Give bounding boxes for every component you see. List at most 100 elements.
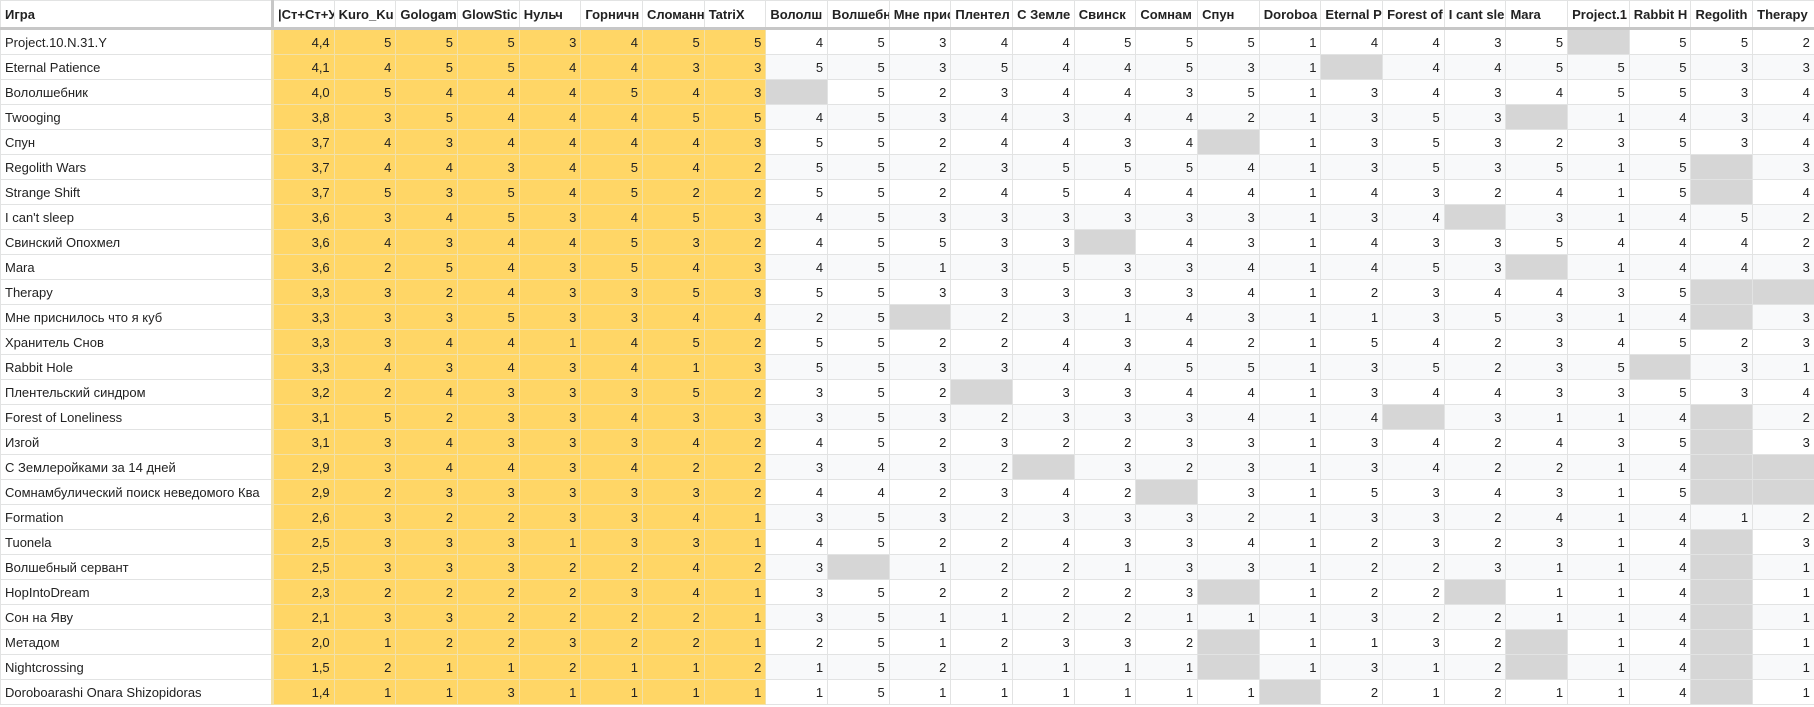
score-cell: 1 xyxy=(1258,54,1322,80)
score-cell: 5 xyxy=(827,304,890,330)
score-cell: 4 xyxy=(518,54,582,80)
score-cell: 3 xyxy=(1012,404,1075,430)
score-cell: 2 xyxy=(1197,504,1260,530)
score-cell: 2 xyxy=(1073,479,1137,505)
score-cell: 1 xyxy=(642,354,705,380)
score-cell: 4 xyxy=(1752,379,1814,405)
score-cell: 2 xyxy=(703,479,767,505)
game-name: HopIntoDream xyxy=(0,579,273,605)
game-name: Изгой xyxy=(0,429,273,455)
score-cell: 1 xyxy=(1752,554,1814,580)
score-cell: 3 xyxy=(395,554,459,580)
score-cell: 1 xyxy=(1258,454,1322,480)
score-cell: 1 xyxy=(518,329,582,355)
score-cell: 5 xyxy=(457,204,520,230)
empty-cell xyxy=(1690,554,1754,580)
score-cell: 3 xyxy=(1382,504,1445,530)
empty-cell xyxy=(1690,629,1754,655)
score-cell: 3 xyxy=(1320,154,1384,180)
score-cell: 3 xyxy=(703,279,767,305)
game-name: Вололшебник xyxy=(0,79,273,105)
score-cell: 1 xyxy=(1073,304,1137,330)
score-cell: 3 xyxy=(1382,279,1445,305)
score-cell: 5 xyxy=(827,629,890,655)
column-header: Плентел xyxy=(950,0,1014,30)
score-cell: 3 xyxy=(888,354,952,380)
score-cell: 4 xyxy=(765,479,829,505)
score-cell: 3 xyxy=(1505,204,1569,230)
score-cell: 4 xyxy=(1197,379,1260,405)
score-cell: 2 xyxy=(950,579,1014,605)
score-cell: 3 xyxy=(1443,129,1507,155)
score-cell: 3 xyxy=(333,329,397,355)
table-row: Project.10.N.31.Y 4,4 5 5 5 3 4 5 5 4 5 3 4 4 5 5 5 1 4 4 3 5… xyxy=(0,28,1814,55)
score-cell: 3 xyxy=(1197,479,1260,505)
score-cell: 4 xyxy=(827,479,890,505)
score-cell: 4 xyxy=(1197,529,1260,555)
table-row: I can't sleep 3,6 3 4 5 3 4 5 3 4 5 3 3 3 3 3 3 1 3 4 3 1 4 5 2 xyxy=(0,204,1814,230)
score-cell: 3 xyxy=(1073,454,1137,480)
score-cell: 3 xyxy=(580,579,644,605)
score-cell: 2 xyxy=(703,554,767,580)
score-cell: 2 xyxy=(1197,329,1260,355)
score-cell: 5 xyxy=(1443,304,1507,330)
score-cell: 4 xyxy=(1628,404,1692,430)
score-cell: 4 xyxy=(1690,254,1754,280)
empty-cell xyxy=(1690,579,1754,605)
score-cell: 5 xyxy=(457,179,520,205)
score-cell: 3 xyxy=(1505,479,1569,505)
table-row: Regolith Wars 3,7 4 4 3 4 5 4 2 5 5 2 3 5 5 5 4 1 3 5 3 5 1 5 3 xyxy=(0,154,1814,180)
empty-cell xyxy=(1258,679,1322,705)
score-cell: 4,4 xyxy=(271,28,335,55)
score-cell: 2,5 xyxy=(271,554,335,580)
score-cell: 3 xyxy=(1505,354,1569,380)
score-cell: 1 xyxy=(1258,304,1322,330)
score-cell: 3 xyxy=(333,554,397,580)
score-cell: 3 xyxy=(1505,304,1569,330)
score-cell: 5 xyxy=(765,179,829,205)
table-row: Doroboarashi Onara Shizopidoras 1,4 1 1 3 1 1 1… xyxy=(0,679,1814,705)
score-cell: 3 xyxy=(950,354,1014,380)
score-cell: 3 xyxy=(888,54,952,80)
score-cell: 3 xyxy=(518,479,582,505)
score-cell: 3 xyxy=(888,454,952,480)
score-cell: 3 xyxy=(1690,54,1754,80)
score-cell: 4 xyxy=(1752,104,1814,130)
score-cell: 3 xyxy=(333,279,397,305)
empty-cell xyxy=(1752,454,1814,480)
score-cell: 1 xyxy=(1567,504,1630,530)
score-cell: 3 xyxy=(580,529,644,555)
score-cell: 3 xyxy=(703,129,767,155)
empty-cell xyxy=(888,304,952,330)
score-cell: 2 xyxy=(1690,329,1754,355)
score-cell: 2 xyxy=(950,454,1014,480)
score-cell: 3 xyxy=(333,204,397,230)
score-cell: 2 xyxy=(1320,279,1384,305)
header-row: Игра |Ст+Ст+У Kuro_Ku Gologam GlowStic Нульч Г… xyxy=(0,0,1814,30)
score-cell: 3 xyxy=(642,229,705,255)
empty-cell xyxy=(1690,604,1754,630)
score-cell: 3 xyxy=(1567,379,1630,405)
score-cell: 3,3 xyxy=(271,354,335,380)
score-cell: 1 xyxy=(1258,354,1322,380)
score-cell: 3 xyxy=(395,529,459,555)
table-row: Therapy 3,3 3 2 4 3 3 5 3 5 5 3 3 3 3 3 4 1 2 3 4 4 3 5 xyxy=(0,279,1814,305)
score-cell: 4 xyxy=(395,454,459,480)
table-row: Сомнамбулический поиск неведомого Ква 2,9… xyxy=(0,479,1814,505)
score-cell: 2 xyxy=(1443,654,1507,680)
score-cell: 5 xyxy=(580,79,644,105)
score-cell: 2 xyxy=(642,629,705,655)
game-name: Волшебный сервант xyxy=(0,554,273,580)
score-cell: 3 xyxy=(457,479,520,505)
score-cell: 3 xyxy=(1382,179,1445,205)
empty-cell xyxy=(1752,479,1814,505)
score-cell: 4 xyxy=(1135,179,1199,205)
score-cell: 4 xyxy=(1628,529,1692,555)
score-cell: 1 xyxy=(1258,179,1322,205)
score-cell: 3 xyxy=(1073,404,1137,430)
table-row: Eternal Patience 4,1 4 5 5 4 4 3 3 5 5 3 5 4 4 5 3 1 4 4 5 5 5… xyxy=(0,54,1814,80)
score-cell: 1 xyxy=(1197,604,1260,630)
score-cell: 3 xyxy=(950,154,1014,180)
score-cell: 1 xyxy=(1258,229,1322,255)
score-cell: 5 xyxy=(888,229,952,255)
